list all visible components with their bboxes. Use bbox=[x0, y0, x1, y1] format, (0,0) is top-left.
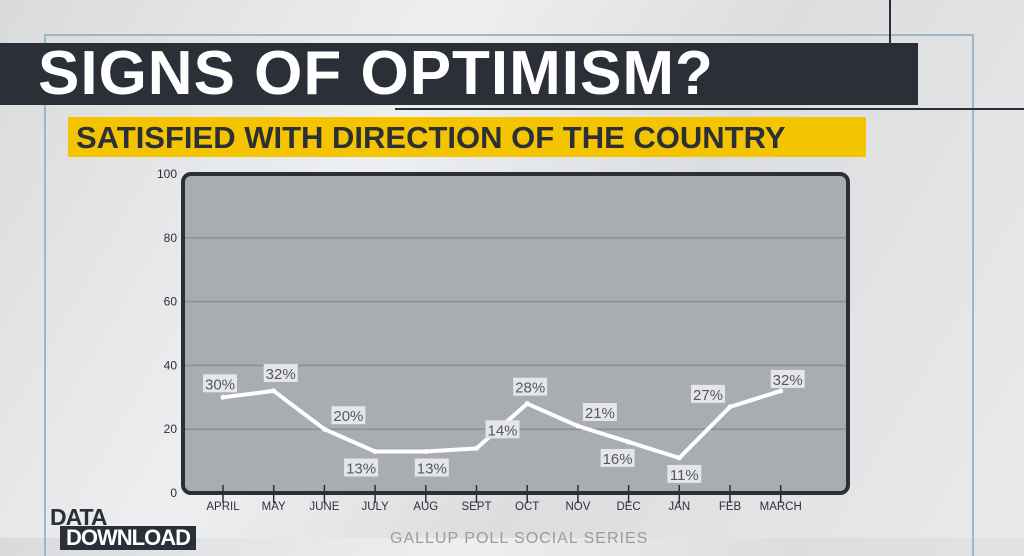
chart-subtitle: SATISFIED WITH DIRECTION OF THE COUNTRY bbox=[76, 120, 786, 155]
x-tick-label: SEPT bbox=[461, 501, 491, 513]
data-label-bg bbox=[344, 458, 379, 477]
source-text: GALLUP POLL SOCIAL SERIES bbox=[390, 530, 649, 547]
x-tick-label: APRIL bbox=[206, 501, 240, 513]
data-label-bg bbox=[770, 369, 805, 388]
chart-title: SIGNS OF OPTIMISM? bbox=[38, 39, 714, 108]
data-label-bg bbox=[513, 377, 548, 396]
data-label-bg bbox=[414, 458, 449, 477]
data-label-bg bbox=[331, 406, 366, 425]
x-tick-label: AUG bbox=[413, 501, 438, 513]
data-label-bg bbox=[667, 464, 702, 483]
x-tick-label: JAN bbox=[668, 501, 690, 513]
data-label-bg bbox=[582, 403, 617, 422]
x-tick-label: MAY bbox=[262, 501, 286, 513]
x-tick-label: FEB bbox=[719, 501, 742, 513]
data-label: 30% bbox=[205, 376, 235, 393]
data-label: 32% bbox=[773, 372, 803, 389]
data-label-bg bbox=[485, 420, 520, 439]
data-label-bg bbox=[203, 374, 237, 393]
data-point bbox=[423, 449, 429, 455]
data-point bbox=[220, 394, 226, 400]
x-tick-label: DEC bbox=[616, 501, 640, 513]
x-tick-label: OCT bbox=[515, 501, 539, 513]
decor-line bbox=[889, 0, 891, 45]
data-label: 13% bbox=[417, 461, 447, 478]
y-tick-label: 80 bbox=[164, 231, 178, 245]
data-label: 27% bbox=[693, 387, 723, 404]
y-tick-label: 40 bbox=[164, 358, 178, 372]
data-label-bg bbox=[263, 363, 298, 382]
line-chart: 0 20 40 60 80 100 APRIL MAY JUNE JULY AUG SEPT OCT NO… bbox=[157, 167, 850, 513]
data-label: 32% bbox=[266, 366, 296, 383]
data-point bbox=[626, 439, 632, 445]
plot-area bbox=[181, 172, 850, 495]
frame-border bbox=[44, 34, 974, 556]
data-label: 14% bbox=[487, 422, 517, 439]
x-tick-label: MARCH bbox=[760, 501, 802, 513]
data-point bbox=[778, 388, 784, 394]
data-label: 21% bbox=[585, 405, 615, 422]
x-tick-label: NOV bbox=[565, 501, 590, 513]
y-tick-label: 60 bbox=[164, 295, 178, 309]
data-label: 11% bbox=[670, 467, 699, 484]
data-point bbox=[676, 455, 682, 461]
x-tick-label: JUNE bbox=[309, 501, 339, 513]
logo-data: DATA_ bbox=[50, 504, 119, 530]
y-tick-label: 100 bbox=[157, 167, 177, 181]
data-label-bg bbox=[600, 448, 635, 467]
data-point bbox=[524, 401, 530, 407]
data-point bbox=[271, 388, 277, 394]
data-label: 20% bbox=[333, 408, 363, 425]
y-tick-label: 20 bbox=[164, 422, 178, 436]
decor-line bbox=[395, 108, 1024, 110]
data-point bbox=[372, 449, 378, 455]
data-label-bg bbox=[691, 384, 725, 403]
data-label: 13% bbox=[346, 461, 376, 478]
data-label: 28% bbox=[515, 380, 545, 397]
data-point bbox=[474, 445, 479, 451]
logo-download: DOWNLOAD bbox=[60, 526, 196, 550]
data-point bbox=[575, 423, 581, 429]
data-point bbox=[321, 426, 327, 432]
data-point bbox=[727, 404, 733, 410]
title-bar bbox=[0, 43, 918, 105]
x-tick-label: JULY bbox=[361, 501, 389, 513]
y-tick-label: 0 bbox=[170, 486, 177, 500]
subtitle-bar bbox=[68, 117, 866, 157]
data-label: 16% bbox=[603, 451, 633, 468]
